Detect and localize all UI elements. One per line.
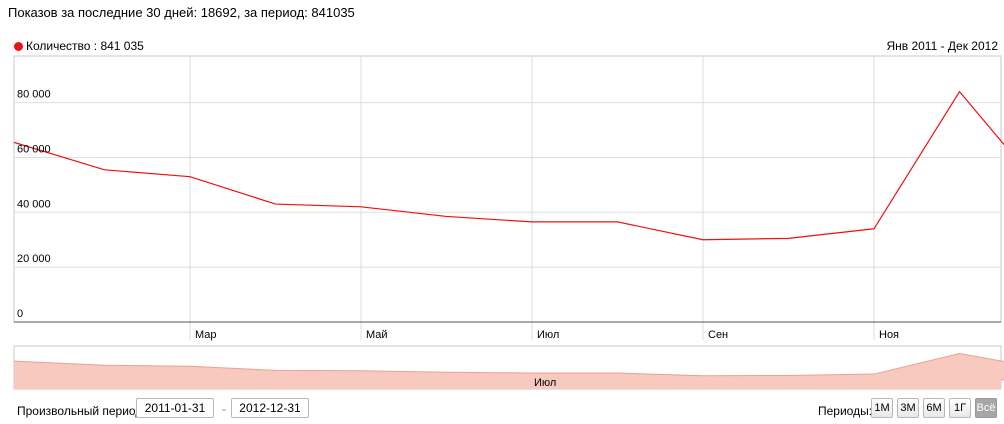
x-tick-label: Ноя <box>879 329 899 341</box>
y-tick-label: 20 000 <box>17 253 51 265</box>
date-from-input[interactable] <box>136 398 214 418</box>
x-tick-label: Июл <box>537 329 559 341</box>
plot-border <box>13 55 1002 323</box>
controls-bar: Произвольный период: - Периоды: 1М3М6М1Г… <box>0 398 1004 422</box>
date-range-text: Янв 2011 - Дек 2012 <box>886 39 998 53</box>
y-tick-label: 80 000 <box>17 89 51 101</box>
navigator-line <box>13 353 1004 381</box>
period-button[interactable]: Всё <box>975 398 997 418</box>
periods-label: Периоды: <box>818 404 873 418</box>
legend[interactable]: Количество : 841 035 <box>14 39 144 53</box>
x-tick-label: Сен <box>708 329 728 341</box>
legend-series-dot <box>14 41 23 51</box>
period-button[interactable]: 1Г <box>949 398 971 418</box>
line-chart[interactable]: 0 20 000 40 000 60 000 80 000 Мар Май Июл Сен Ноя… <box>0 0 1004 395</box>
navigator-layer: Июл2012Июл <box>13 345 1004 390</box>
stats-summary: Показов за последние 30 дней: 18692, за … <box>8 5 355 20</box>
y-tick-label: 60 000 <box>17 143 51 155</box>
date-to-input[interactable] <box>231 398 309 418</box>
x-tick-label: Мар <box>195 329 217 341</box>
series-line <box>13 90 1004 241</box>
period-button[interactable]: 6М <box>923 398 945 418</box>
y-tick-label: 0 <box>17 308 23 320</box>
custom-period-label: Произвольный период: <box>17 404 146 418</box>
grid-layer <box>13 55 1002 340</box>
y-tick-label: 40 000 <box>17 198 51 210</box>
plot-layer <box>13 90 1004 241</box>
period-button[interactable]: 3М <box>897 398 919 418</box>
date-range-dash: - <box>222 402 226 416</box>
x-tick-label: Май <box>366 329 388 341</box>
period-button[interactable]: 1М <box>871 398 893 418</box>
legend-series-label: Количество : 841 035 <box>26 39 144 53</box>
navigator-label: Июл <box>534 377 556 389</box>
navigator-area <box>14 353 1004 389</box>
labels-layer: 0 20 000 40 000 60 000 80 000 Мар Май Июл Сен Ноя… <box>17 89 899 341</box>
